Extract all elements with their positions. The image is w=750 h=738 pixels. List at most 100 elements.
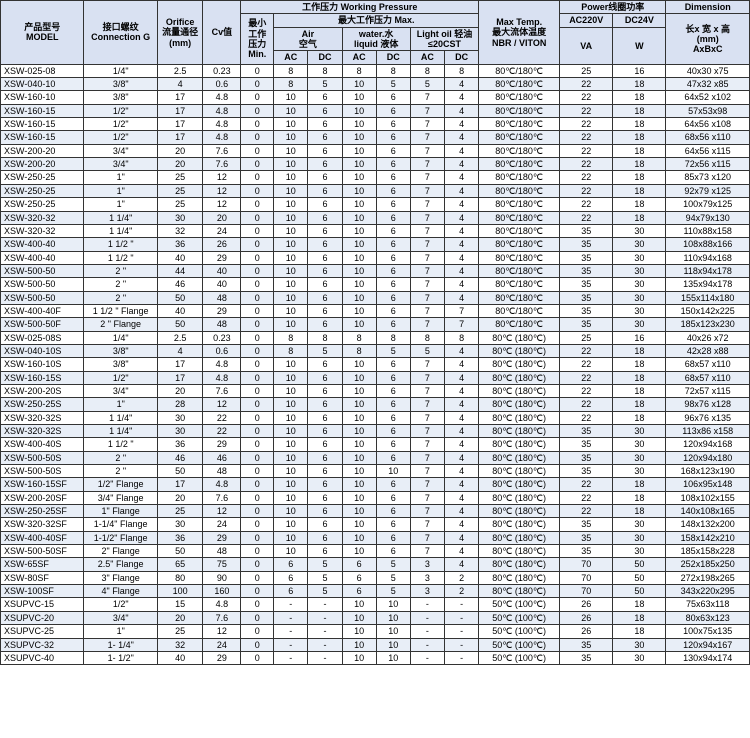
cell: 64x52 x102 [666,91,750,104]
cell: 5 [308,571,342,584]
cell: 64x56 x108 [666,118,750,131]
cell: 35 [560,451,613,464]
cell: 6 [376,398,410,411]
cell: 80℃/180℃ [479,64,560,77]
cell: - [274,598,308,611]
cell: 0 [241,491,274,504]
cell: 18 [613,384,666,397]
cell: 1- 1/2" [84,651,157,664]
cell: 0 [241,238,274,251]
cell: 6 [308,384,342,397]
cell: 17 [157,91,203,104]
cell: 30 [613,425,666,438]
cell: 7 [410,304,444,317]
cell: 30 [613,451,666,464]
cell: 4" Flange [84,585,157,598]
cell: 18 [613,611,666,624]
cell: 35 [560,545,613,558]
cell: 94x79x130 [666,211,750,224]
cell: 25 [560,331,613,344]
cell: 75x63x118 [666,598,750,611]
table-row: XSW-160-103/8"174.801061067480℃/180℃2218… [1,91,750,104]
cell: 3" Flange [84,571,157,584]
cell: 29 [203,438,241,451]
cell: 1/2" Flange [84,478,157,491]
cell: 2 " [84,465,157,478]
cell: 6 [376,384,410,397]
cell: 0 [241,344,274,357]
cell: 0 [241,104,274,117]
cell: 80℃ (180℃) [479,505,560,518]
cell: 2 " [84,264,157,277]
cell: 80℃ (180℃) [479,371,560,384]
cell: 10 [342,625,376,638]
cell: 17 [157,478,203,491]
cell: 0 [241,158,274,171]
cell: 36 [157,238,203,251]
cell: 3/4" Flange [84,491,157,504]
cell: 7 [410,545,444,558]
cell: 10 [342,291,376,304]
cell: 18 [613,491,666,504]
cell: 6 [376,91,410,104]
cell: 80℃ (180℃) [479,558,560,571]
cell: 6 [308,451,342,464]
cell: 10 [376,598,410,611]
cell: 10 [376,465,410,478]
cell: 0 [241,531,274,544]
cell: 3/8" [84,358,157,371]
cell: 12 [203,398,241,411]
cell: 6 [308,278,342,291]
cell: 92x79 x125 [666,184,750,197]
cell: 4 [445,451,479,464]
cell: 10 [274,291,308,304]
cell: 1-1/4" Flange [84,518,157,531]
cell: 30 [613,518,666,531]
cell: 42x28 x88 [666,344,750,357]
cell: - [274,625,308,638]
cell: XSW-400-40S [1,438,84,451]
cell: - [410,651,444,664]
cell: 1 1/4" [84,425,157,438]
cell: 4 [445,344,479,357]
cell: 7.6 [203,144,241,157]
cell: 6 [376,198,410,211]
cell: 6 [308,518,342,531]
cell: 22 [560,491,613,504]
cell: 343x220x295 [666,585,750,598]
cell: 10 [342,251,376,264]
cell: 70 [560,571,613,584]
cell: 4.8 [203,91,241,104]
cell: 6 [376,411,410,424]
cell: 7 [410,411,444,424]
cell: 80℃ (180℃) [479,585,560,598]
cell: 35 [560,651,613,664]
cell: 0.23 [203,331,241,344]
cell: 10 [274,198,308,211]
cell: 140x108x165 [666,505,750,518]
cell: 6 [308,398,342,411]
cell: XSUPVC-32 [1,638,84,651]
cell: 7 [445,304,479,317]
cell: 6 [308,291,342,304]
cell: 36 [157,438,203,451]
cell: 80℃ (180℃) [479,571,560,584]
table-row: XSW-320-321 1/4"322401061067480℃/180℃353… [1,224,750,237]
table-row: XSW-250-251"251201061067480℃/180℃2218100… [1,198,750,211]
table-row: XSW-500-502 "444001061067480℃/180℃353011… [1,264,750,277]
cell: 1/2" [84,104,157,117]
cell: 10 [274,371,308,384]
cell: XSW-320-32SF [1,518,84,531]
cell: 6 [376,518,410,531]
cell: 80℃/180℃ [479,91,560,104]
cell: 155x114x180 [666,291,750,304]
cell: XSW-80SF [1,571,84,584]
cell: 30 [613,438,666,451]
cell: 10 [274,304,308,317]
cell: 0 [241,505,274,518]
cell: 4 [445,278,479,291]
cell: 7 [410,238,444,251]
cell: - [308,625,342,638]
table-row: XSW-160-151/2"174.801061067480℃/180℃2218… [1,104,750,117]
cell: 7 [410,425,444,438]
